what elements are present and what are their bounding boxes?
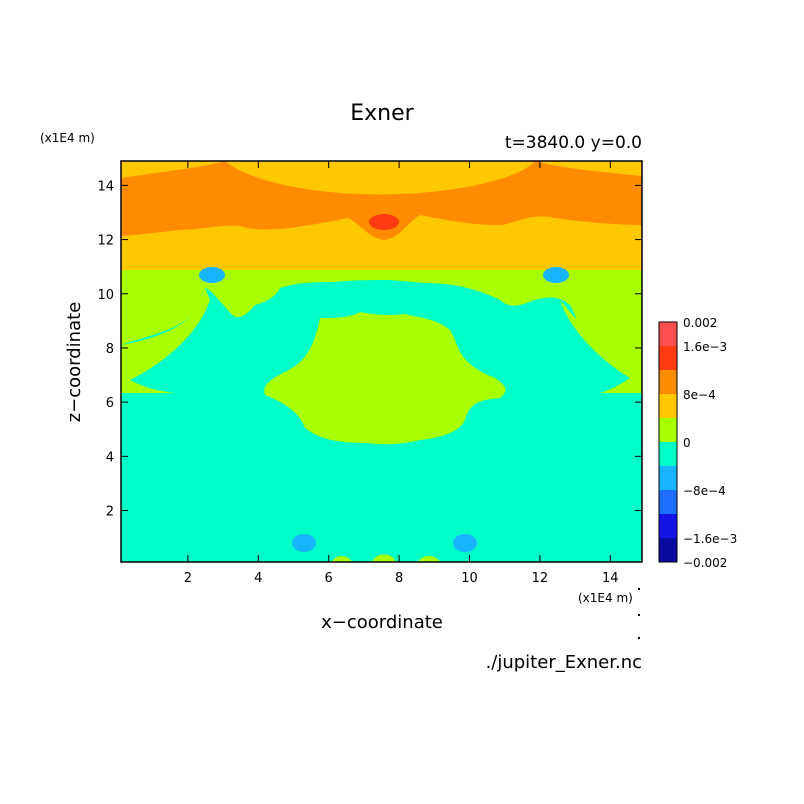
y-unit-label: (x1E4 m) <box>40 131 95 145</box>
colorbar-tick-label: −0.002 <box>683 556 727 570</box>
y-tick-label: 12 <box>97 234 114 249</box>
colorbar-tick-label: 1.6e−3 <box>683 340 727 354</box>
x-tick-label: 8 <box>395 571 403 586</box>
region-blue-blob-right-lower <box>453 534 477 552</box>
x-tick-label: 4 <box>254 571 262 586</box>
y-axis-label: z−coordinate <box>64 302 85 423</box>
colorbar-swatch <box>659 370 677 394</box>
y-tick-label: 8 <box>106 342 114 357</box>
region-yellow-top-arc <box>225 161 535 195</box>
colorbar-tick-label: −1.6e−3 <box>683 532 737 546</box>
y-axis-ticks: 2 4 6 8 10 12 14 <box>97 179 642 520</box>
region-blue-blob-left-lower <box>292 534 316 552</box>
region-green-right-lobe <box>560 300 642 393</box>
plot-frame <box>120 160 643 563</box>
x-axis-label: x−coordinate <box>321 612 443 633</box>
colorbar-swatch <box>659 442 677 466</box>
region-green-dome <box>264 312 506 445</box>
chart-title: Exner <box>350 101 414 126</box>
y-tick-label: 4 <box>106 450 114 465</box>
colorbar-swatch <box>659 418 677 442</box>
colorbar-tick-label: −8e−4 <box>683 484 726 498</box>
x-tick-label: 2 <box>184 571 192 586</box>
x-tick-label: 14 <box>602 571 619 586</box>
x-tick-label: 12 <box>532 571 549 586</box>
region-green-left-lobe <box>121 288 210 393</box>
x-tick-label: 10 <box>461 571 478 586</box>
x-tick-label: 6 <box>325 571 333 586</box>
colorbar-swatch <box>659 490 677 514</box>
chart-subtitle: t=3840.0 y=0.0 <box>505 133 642 153</box>
source-label: ./jupiter_Exner.nc <box>486 652 642 673</box>
x-unit-label: (x1E4 m) <box>578 591 633 605</box>
region-blue-blob-right-upper <box>543 267 569 283</box>
colorbar-tick-label: 0.002 <box>683 316 717 330</box>
x-axis-ticks: 2 4 6 8 10 12 14 <box>184 161 619 586</box>
colorbar-swatch <box>659 514 677 538</box>
region-green-upper <box>121 270 642 348</box>
colorbar-swatch <box>659 394 677 418</box>
colorbar-tick-label: 8e−4 <box>683 388 716 402</box>
colorbar: 0.002 1.6e−3 8e−4 0 −8e−4 −1.6e−3 −0.002 <box>658 316 737 570</box>
colorbar-frame <box>658 321 678 563</box>
colorbar-swatch <box>659 538 677 562</box>
colorbar-swatch <box>659 346 677 370</box>
y-tick-label: 14 <box>97 179 114 194</box>
colorbar-swatch <box>659 322 677 346</box>
region-red-blob <box>369 214 399 230</box>
y-tick-label: 6 <box>106 396 114 411</box>
y-tick-label: 10 <box>97 288 114 303</box>
region-orange <box>121 161 642 240</box>
colorbar-tick-label: 0 <box>683 436 691 450</box>
colorbar-swatch <box>659 466 677 490</box>
region-blue-blob-left-upper <box>199 267 225 283</box>
y-tick-label: 2 <box>106 505 114 520</box>
decorative-dots <box>638 588 640 639</box>
contour-field <box>121 161 642 562</box>
region-green-bottom-blobs <box>332 554 440 562</box>
